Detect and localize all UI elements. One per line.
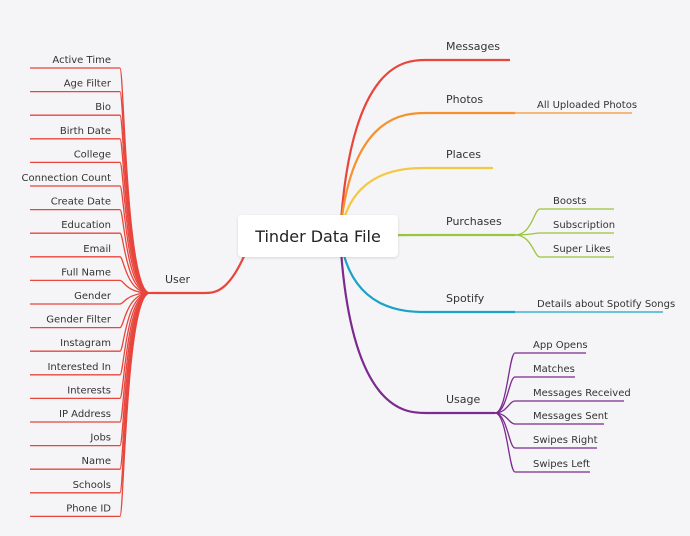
leaf-connector-super-likes	[514, 234, 614, 258]
leaf-connector-messages-received	[494, 400, 624, 414]
leaf-all-uploaded-photos[interactable]: All Uploaded Photos	[537, 100, 637, 111]
branch-label-purchases[interactable]: Purchases	[446, 215, 502, 228]
leaf-connector-birth-date	[30, 138, 151, 294]
leaf-messages-received[interactable]: Messages Received	[533, 388, 631, 399]
branch-messages-connector	[338, 58, 510, 237]
leaf-messages-sent[interactable]: Messages Sent	[533, 411, 608, 422]
branch-spotify-connector	[338, 235, 515, 314]
leaf-subscription[interactable]: Subscription	[553, 220, 615, 231]
leaf-gender[interactable]: Gender	[74, 291, 112, 302]
branch-label-messages[interactable]: Messages	[446, 40, 500, 53]
leaf-connector-full-name	[30, 279, 151, 294]
leaf-super-likes[interactable]: Super Likes	[553, 244, 611, 255]
leaf-birth-date[interactable]: Birth Date	[60, 126, 111, 137]
leaf-interested-in[interactable]: Interested In	[47, 362, 111, 373]
leaf-phone-id[interactable]: Phone ID	[66, 503, 111, 514]
leaf-name[interactable]: Name	[81, 456, 111, 467]
branch-label-photos[interactable]: Photos	[446, 93, 483, 106]
leaf-connector-boosts	[514, 208, 614, 236]
leaf-bio[interactable]: Bio	[95, 102, 111, 113]
leaf-connector-create-date	[30, 208, 151, 294]
leaf-connector-email	[30, 256, 151, 294]
leaf-connector-education	[30, 232, 151, 294]
leaf-create-date[interactable]: Create Date	[51, 197, 111, 208]
root-label: Tinder Data File	[255, 226, 381, 246]
leaf-ip-address[interactable]: IP Address	[59, 409, 111, 420]
leaf-schools[interactable]: Schools	[73, 480, 111, 491]
branch-usage-connector	[338, 235, 495, 415]
leaf-connector-swipes-left	[494, 412, 590, 473]
leaf-instagram[interactable]: Instagram	[60, 338, 111, 349]
branch-label-places[interactable]: Places	[446, 148, 481, 161]
branch-label-user[interactable]: User	[165, 273, 191, 286]
leaf-jobs[interactable]: Jobs	[89, 433, 111, 444]
leaf-connector-phone-id	[30, 292, 151, 518]
leaf-connector-college	[30, 161, 151, 294]
leaf-connector-app-opens	[494, 352, 586, 414]
leaf-connection-count[interactable]: Connection Count	[22, 173, 112, 184]
branch-label-usage[interactable]: Usage	[446, 393, 481, 406]
leaf-boosts[interactable]: Boosts	[553, 196, 586, 207]
leaf-app-opens[interactable]: App Opens	[533, 340, 588, 351]
leaf-active-time[interactable]: Active Time	[52, 55, 111, 66]
leaf-swipes-left[interactable]: Swipes Left	[533, 459, 590, 470]
root-node[interactable]: Tinder Data File	[238, 215, 398, 257]
leaf-details-about-spotify-songs[interactable]: Details about Spotify Songs	[537, 299, 675, 310]
leaf-age-filter[interactable]: Age Filter	[64, 79, 112, 90]
leaf-connector-subscription	[514, 232, 614, 236]
leaf-education[interactable]: Education	[61, 220, 111, 231]
leaf-email[interactable]: Email	[83, 244, 111, 255]
branch-photos-connector	[338, 111, 515, 237]
leaf-college[interactable]: College	[74, 149, 111, 160]
leaf-connector-matches	[494, 376, 575, 414]
leaf-swipes-right[interactable]: Swipes Right	[533, 435, 598, 446]
branch-places-connector	[338, 166, 493, 237]
leaf-full-name[interactable]: Full Name	[61, 267, 111, 278]
leaf-connector-connection-count	[30, 185, 151, 294]
leaf-matches[interactable]: Matches	[533, 364, 575, 375]
branch-label-spotify[interactable]: Spotify	[446, 292, 485, 305]
leaf-interests[interactable]: Interests	[67, 385, 111, 396]
leaf-gender-filter[interactable]: Gender Filter	[46, 315, 112, 326]
